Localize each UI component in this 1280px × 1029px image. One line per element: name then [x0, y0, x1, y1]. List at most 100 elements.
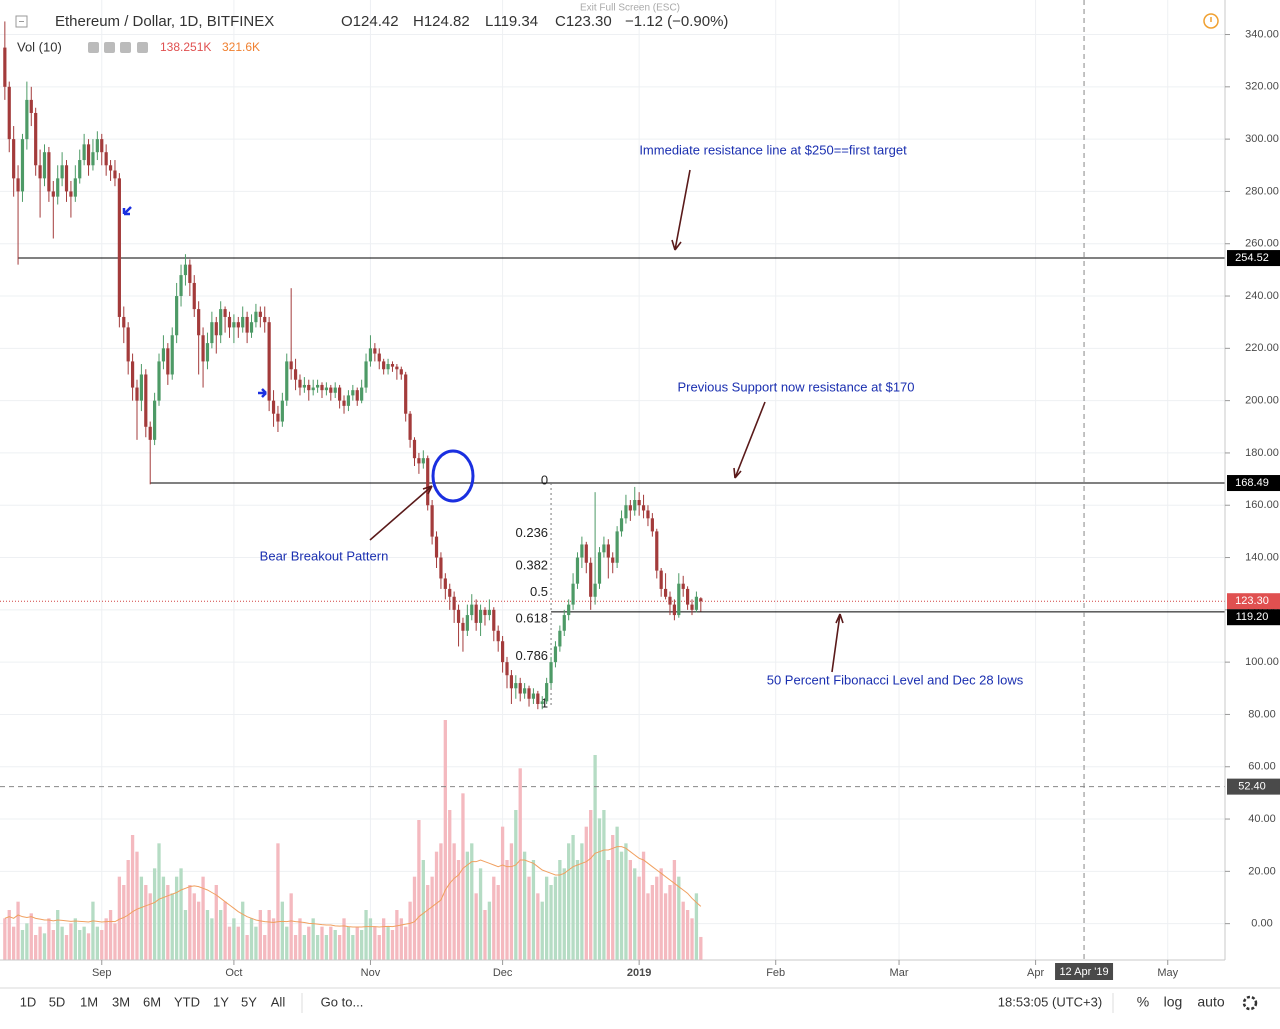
volume-bar	[602, 810, 606, 960]
volume-bar	[157, 843, 161, 960]
clock: 18:53:05 (UTC+3)	[998, 994, 1102, 1009]
study-icons[interactable]	[88, 42, 148, 53]
candle-body	[641, 505, 646, 511]
volume-bar	[302, 935, 307, 960]
volume-bar	[373, 926, 377, 960]
range-button[interactable]: 5D	[49, 994, 66, 1009]
scale-option[interactable]: log	[1164, 994, 1183, 1010]
x-tick-label: Feb	[766, 967, 785, 979]
y-tick-label: 160.00	[1245, 499, 1279, 511]
volume-bar	[122, 885, 126, 960]
candle-body	[51, 191, 55, 197]
fib-level-label: 0.786	[516, 648, 549, 663]
icon-more[interactable]	[120, 42, 131, 53]
icon-eye[interactable]	[88, 42, 99, 53]
candle-body	[523, 688, 527, 694]
candle-body	[382, 361, 386, 370]
goto-button[interactable]: Go to...	[321, 994, 364, 1009]
volume-bar	[315, 935, 320, 960]
candle-body	[386, 364, 390, 370]
volume-bar	[553, 876, 558, 960]
y-tick-label: 20.00	[1248, 865, 1276, 877]
candle-body	[589, 562, 593, 597]
price-tag	[1227, 593, 1280, 610]
range-button[interactable]: 1M	[80, 994, 98, 1009]
candle-body	[404, 374, 408, 414]
candle-body	[509, 675, 514, 689]
candle-body	[139, 374, 143, 401]
volume-bar	[699, 936, 703, 960]
candle-body	[470, 604, 474, 616]
volume-bar	[249, 918, 254, 960]
candle-body	[351, 390, 355, 396]
volume-bar	[443, 720, 447, 960]
candle-body	[390, 364, 395, 367]
candle-body	[56, 178, 60, 197]
candle-body	[280, 400, 284, 422]
volume-bar	[223, 901, 227, 960]
volume-bar	[210, 918, 214, 960]
candle-body	[73, 178, 77, 197]
candle-body	[487, 609, 491, 616]
candle-body	[188, 264, 192, 283]
candle-body	[395, 366, 399, 370]
range-button[interactable]: 1D	[20, 994, 37, 1009]
volume-bar	[505, 860, 509, 960]
candle-body	[95, 139, 99, 153]
scale-option[interactable]: auto	[1197, 994, 1224, 1010]
range-button[interactable]: All	[271, 994, 286, 1009]
volume-bar	[628, 860, 632, 960]
volume-bar	[192, 893, 196, 960]
candle-body	[567, 604, 571, 616]
collapse-icon[interactable]	[15, 15, 28, 28]
candle-body	[47, 152, 51, 192]
candle-body	[205, 343, 210, 362]
candle-body	[38, 165, 42, 179]
settings-gear[interactable]	[1242, 995, 1258, 1011]
range-button[interactable]: 3M	[112, 994, 130, 1009]
volume-legend[interactable]: Vol (10)	[17, 39, 62, 54]
candle-body	[580, 544, 584, 558]
volume-bar	[214, 885, 218, 960]
volume-bar	[276, 843, 280, 960]
alert-icon[interactable]	[1203, 13, 1219, 29]
exit-hint[interactable]: Exit Full Screen (ESC)	[580, 3, 680, 14]
volume-bar	[474, 893, 478, 960]
range-button[interactable]: 1Y	[213, 994, 229, 1009]
fib-level-label: 0	[541, 472, 548, 487]
bottom-toolbar: Go to... 18:53:05 (UTC+3) 1D 5D 1M 3M 6M YTD 1…	[20, 993, 1258, 1013]
x-tick-label: Oct	[225, 967, 242, 979]
candle-body	[201, 335, 205, 362]
candle-body	[16, 178, 20, 192]
candle-body	[443, 578, 447, 589]
candle-body	[514, 683, 518, 689]
candle-body	[302, 384, 306, 388]
candle-body	[338, 387, 342, 401]
candle-body	[637, 500, 641, 506]
volume-bar	[69, 923, 73, 960]
x-tick-label: Dec	[493, 967, 513, 979]
candle-body	[360, 387, 364, 401]
icon-close[interactable]	[137, 42, 148, 53]
icon-settings[interactable]	[104, 42, 115, 53]
x-tick-label: Sep	[92, 967, 112, 979]
range-button[interactable]: 5Y	[241, 994, 257, 1009]
volume-bar	[478, 868, 483, 960]
volume-bar	[258, 910, 262, 960]
scale-option[interactable]: %	[1137, 994, 1149, 1010]
range-button[interactable]: 6M	[143, 994, 161, 1009]
small-arrow	[258, 388, 267, 398]
candle-body	[342, 400, 346, 406]
range-button[interactable]: YTD	[174, 994, 200, 1009]
volume-bar	[91, 901, 95, 960]
candle-body	[78, 160, 82, 179]
symbol-title[interactable]: Ethereum / Dollar, 1D, BITFINEX	[55, 13, 274, 30]
crosshair-time-label: 12 Apr '19	[1059, 966, 1108, 978]
y-tick-label: 300.00	[1245, 133, 1279, 145]
volume-bar	[34, 935, 38, 960]
volume-bar	[311, 918, 315, 960]
volume-bar	[95, 926, 99, 960]
x-tick-label: Nov	[361, 967, 381, 979]
candle-body	[333, 387, 337, 393]
quote-open: O124.42	[341, 13, 399, 30]
